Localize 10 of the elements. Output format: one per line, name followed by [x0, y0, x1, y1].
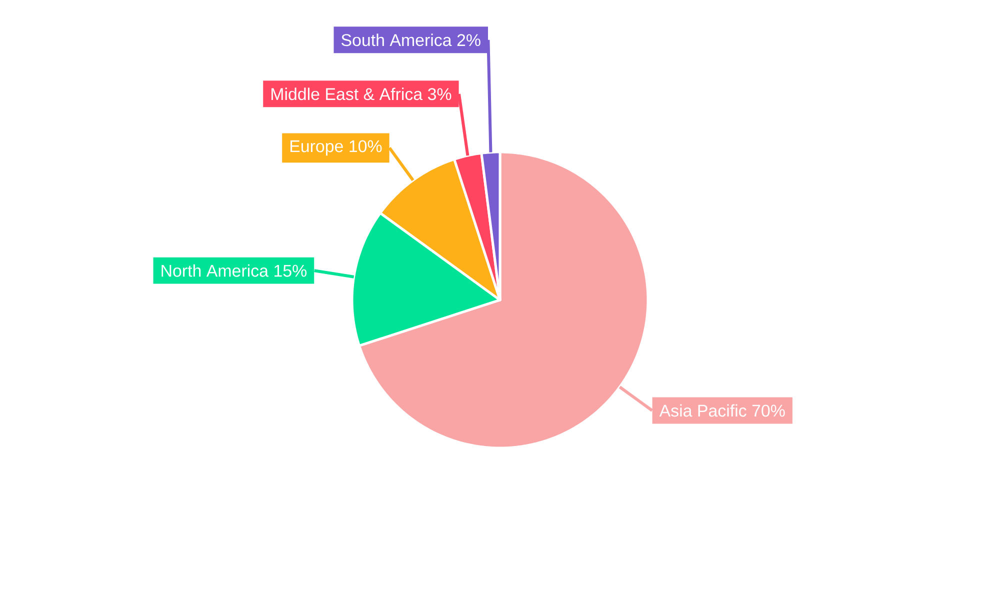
slice-label: North America: [162, 264, 268, 277]
slice-label: Asia Pacific: [659, 404, 746, 417]
slice-label: Europe: [290, 140, 343, 156]
data-label: 15%: [274, 264, 306, 277]
data-label: 10%: [350, 140, 382, 152]
data-label: 70%: [752, 404, 785, 417]
slice-label: Middle East & Africa: [272, 88, 423, 100]
data-label: 3%: [428, 88, 452, 100]
data-label: 2%: [457, 34, 480, 46]
slice-label: South America: [342, 34, 452, 46]
